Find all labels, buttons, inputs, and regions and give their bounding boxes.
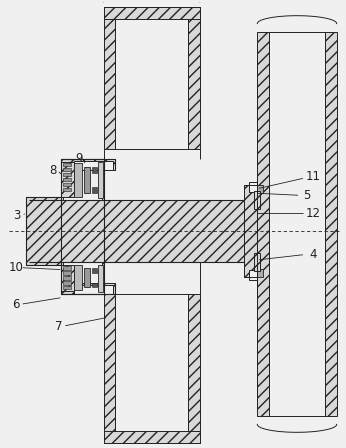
Bar <box>63 262 102 293</box>
Bar <box>63 164 71 166</box>
Bar <box>63 285 71 289</box>
Bar <box>63 266 71 270</box>
Bar <box>92 283 97 288</box>
Bar <box>92 168 97 173</box>
Bar <box>61 159 116 170</box>
Bar <box>116 294 188 443</box>
Bar <box>63 188 71 191</box>
Text: 6: 6 <box>12 298 20 311</box>
Bar <box>61 200 103 262</box>
Text: 10: 10 <box>9 261 24 274</box>
Text: 7: 7 <box>55 320 63 333</box>
Bar <box>26 197 61 265</box>
Bar <box>103 294 116 443</box>
Bar <box>92 187 97 193</box>
Bar <box>63 276 71 280</box>
Bar <box>74 160 113 170</box>
Bar <box>257 185 263 193</box>
Bar <box>63 173 71 176</box>
Bar <box>244 185 257 276</box>
Text: 11: 11 <box>306 170 320 183</box>
Bar <box>188 294 200 443</box>
Bar <box>74 164 82 197</box>
Text: 12: 12 <box>306 207 320 220</box>
Bar <box>188 7 200 149</box>
Bar <box>84 168 90 193</box>
Bar <box>74 265 82 290</box>
Bar <box>103 7 200 19</box>
Bar <box>63 271 71 275</box>
Bar <box>61 283 116 294</box>
Bar <box>254 253 260 271</box>
Bar <box>63 168 71 171</box>
Bar <box>61 265 74 292</box>
Text: 5: 5 <box>303 189 311 202</box>
Bar <box>61 163 74 197</box>
Bar <box>116 7 188 149</box>
Text: 3: 3 <box>13 209 21 222</box>
Bar <box>269 31 325 417</box>
Bar <box>29 200 257 262</box>
Bar <box>103 431 200 443</box>
Bar <box>63 280 71 284</box>
Bar <box>63 178 71 181</box>
Bar <box>92 267 97 272</box>
Bar <box>325 31 337 417</box>
Bar <box>254 191 260 209</box>
Bar <box>63 160 102 200</box>
Bar <box>61 159 103 294</box>
Bar <box>98 163 102 198</box>
Bar <box>74 284 113 294</box>
Bar <box>257 269 263 276</box>
Text: 9: 9 <box>75 152 82 165</box>
Bar <box>103 7 116 149</box>
Text: 4: 4 <box>309 248 317 261</box>
Bar <box>98 265 102 293</box>
Bar <box>63 183 71 186</box>
Bar <box>249 182 257 192</box>
Bar <box>257 31 269 417</box>
Bar <box>84 267 90 288</box>
Bar <box>61 200 103 262</box>
Text: 8: 8 <box>49 164 57 177</box>
Bar <box>249 270 257 280</box>
